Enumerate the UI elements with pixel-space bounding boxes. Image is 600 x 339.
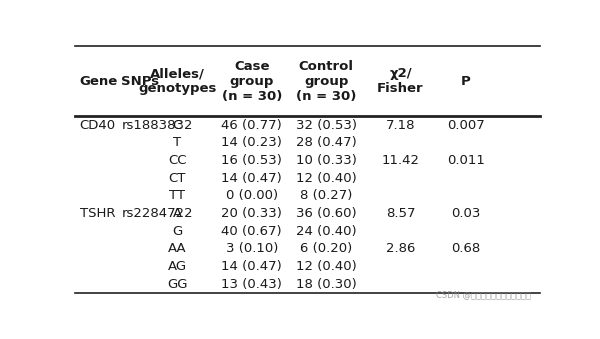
Text: TSHR: TSHR [80, 207, 115, 220]
Text: 8.57: 8.57 [386, 207, 415, 220]
Text: 28 (0.47): 28 (0.47) [296, 136, 356, 149]
Text: 18 (0.30): 18 (0.30) [296, 278, 356, 291]
Text: 32 (0.53): 32 (0.53) [296, 119, 356, 132]
Text: GG: GG [167, 278, 188, 291]
Text: 13 (0.43): 13 (0.43) [221, 278, 282, 291]
Text: 12 (0.40): 12 (0.40) [296, 172, 356, 185]
Text: AG: AG [168, 260, 187, 273]
Text: 16 (0.53): 16 (0.53) [221, 154, 282, 167]
Text: 10 (0.33): 10 (0.33) [296, 154, 356, 167]
Text: 40 (0.67): 40 (0.67) [221, 225, 282, 238]
Text: rs1883832: rs1883832 [121, 119, 193, 132]
Text: 14 (0.23): 14 (0.23) [221, 136, 282, 149]
Text: 24 (0.40): 24 (0.40) [296, 225, 356, 238]
Text: TT: TT [169, 189, 185, 202]
Text: 20 (0.33): 20 (0.33) [221, 207, 282, 220]
Text: CC: CC [168, 154, 187, 167]
Text: 11.42: 11.42 [382, 154, 419, 167]
Text: Control
group
(n = 30): Control group (n = 30) [296, 60, 356, 103]
Text: 14 (0.47): 14 (0.47) [221, 172, 282, 185]
Text: rs2284722: rs2284722 [121, 207, 193, 220]
Text: 0.03: 0.03 [451, 207, 480, 220]
Text: 6 (0.20): 6 (0.20) [300, 242, 352, 255]
Text: T: T [173, 136, 181, 149]
Text: P: P [461, 75, 470, 88]
Text: Case
group
(n = 30): Case group (n = 30) [221, 60, 282, 103]
Text: AA: AA [168, 242, 187, 255]
Text: χ2/
Fisher: χ2/ Fisher [377, 67, 424, 95]
Text: CD40: CD40 [80, 119, 116, 132]
Text: 0.007: 0.007 [447, 119, 484, 132]
Text: Gene: Gene [80, 75, 118, 88]
Text: A: A [173, 207, 182, 220]
Text: 46 (0.77): 46 (0.77) [221, 119, 282, 132]
Text: 0.68: 0.68 [451, 242, 480, 255]
Text: CT: CT [169, 172, 186, 185]
Text: 8 (0.27): 8 (0.27) [300, 189, 352, 202]
Text: 14 (0.47): 14 (0.47) [221, 260, 282, 273]
Text: 0.011: 0.011 [446, 154, 485, 167]
Text: 7.18: 7.18 [386, 119, 415, 132]
Text: 3 (0.10): 3 (0.10) [226, 242, 278, 255]
Text: SNPs: SNPs [121, 75, 160, 88]
Text: Alleles/
genotypes: Alleles/ genotypes [138, 67, 217, 95]
Text: C: C [173, 119, 182, 132]
Text: 36 (0.60): 36 (0.60) [296, 207, 356, 220]
Text: CSDN @百趣代谢组学相关资讯分享: CSDN @百趣代谢组学相关资讯分享 [436, 290, 531, 299]
Text: 0 (0.00): 0 (0.00) [226, 189, 278, 202]
Text: 2.86: 2.86 [386, 242, 415, 255]
Text: 12 (0.40): 12 (0.40) [296, 260, 356, 273]
Text: G: G [172, 225, 182, 238]
